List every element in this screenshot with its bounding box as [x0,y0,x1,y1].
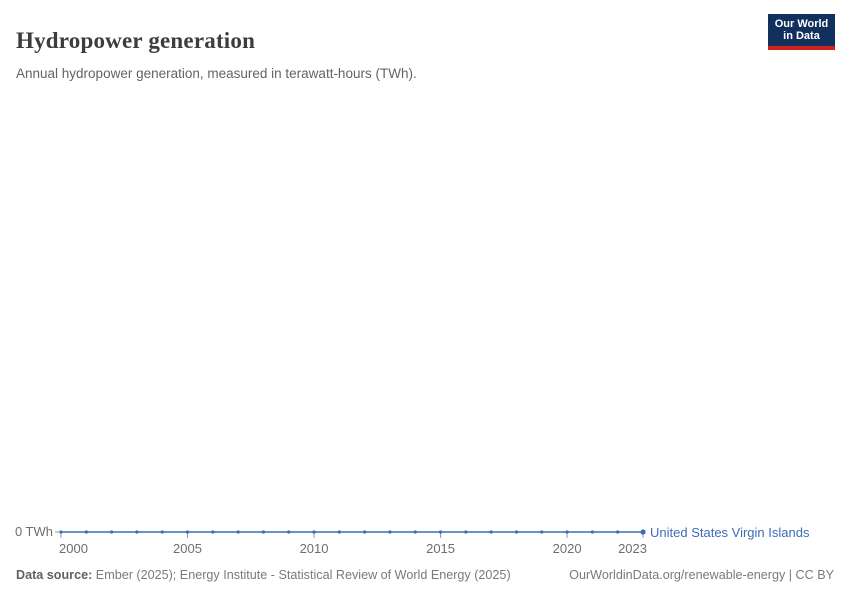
data-point [110,530,114,534]
data-point [185,530,190,534]
data-point [565,530,569,534]
data-point [464,530,468,534]
x-axis-label: 2020 [553,541,582,556]
data-point [211,530,215,534]
x-axis-label: 2023 [618,541,647,556]
page-title: Hydropower generation [16,28,256,54]
data-source-note: Data source: Ember (2025); Energy Instit… [16,568,511,582]
y-axis-zero-label: 0 TWh [14,524,53,539]
data-point [540,530,544,534]
x-axis-label: 2000 [59,541,88,556]
data-point [84,530,88,534]
series-label-united-states-virgin-islands[interactable]: United States Virgin Islands [650,525,810,540]
data-point [514,530,519,534]
data-point [640,529,646,535]
data-point [160,530,164,534]
chart-footer: Data source: Ember (2025); Energy Instit… [16,568,834,582]
data-point [363,530,367,534]
data-point [388,530,392,534]
data-point [489,530,493,534]
data-point [312,530,316,534]
owid-logo[interactable]: Our World in Data [768,14,835,50]
data-source-label: Data source: [16,568,93,582]
data-point [337,530,341,534]
owid-cc-link[interactable]: OurWorldinData.org/renewable-energy | CC… [569,568,834,582]
chart-subtitle: Annual hydropower generation, measured i… [16,65,417,81]
x-axis-label: 2005 [173,541,202,556]
x-axis-label: 2010 [300,541,329,556]
owid-logo-line2: in Data [783,30,820,42]
data-source-text: Ember (2025); Energy Institute - Statist… [95,568,511,582]
data-point [616,530,620,534]
data-point [413,530,417,534]
owid-logo-line1: Our World [774,17,829,30]
data-point [59,530,63,534]
data-point [261,530,266,534]
x-axis-label: 2015 [426,541,455,556]
data-point [236,530,240,534]
data-point [438,530,443,534]
data-point [590,530,594,534]
data-point [287,530,291,534]
data-point [135,530,139,534]
